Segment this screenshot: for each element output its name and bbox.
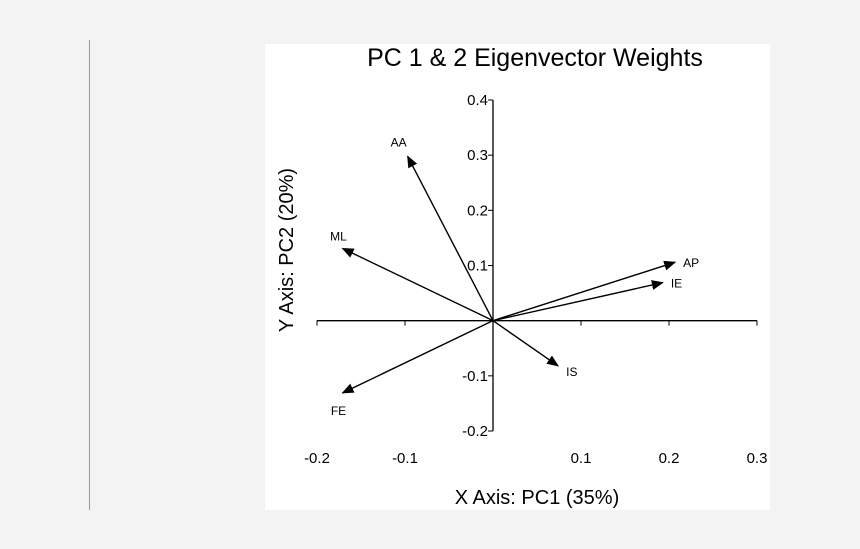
vector-arrow-ml <box>341 247 494 322</box>
y-tick-label: 0.3 <box>467 147 488 164</box>
vector-label-fe: FE <box>331 404 346 418</box>
vector-arrow-ap <box>492 260 677 322</box>
y-tick-label: 0.2 <box>467 202 488 219</box>
vector-label-ie: IE <box>671 277 682 291</box>
y-tick-label: -0.2 <box>462 423 488 440</box>
y-tick-label: 0.4 <box>467 92 488 109</box>
vector-arrow-is <box>492 320 559 367</box>
vector-arrow-aa <box>407 155 494 321</box>
chart-title: PC 1 & 2 Eigenvector Weights <box>367 44 703 72</box>
x-tick-label: 0.2 <box>659 450 680 467</box>
y-tick-label: -0.1 <box>462 368 488 385</box>
y-tick-label: 0.1 <box>467 258 488 275</box>
vector-label-ap: AP <box>683 256 699 270</box>
vector-arrow-ie <box>492 280 664 322</box>
chart-panel: PC 1 & 2 Eigenvector Weights -0.2 -0.1 0.1 0… <box>265 44 770 510</box>
left-divider-line <box>89 40 90 510</box>
x-tick-label: 0.3 <box>747 450 768 467</box>
x-axis-label: X Axis: PC1 (35%) <box>455 487 620 509</box>
vector-arrow-fe <box>341 320 494 394</box>
biplot-chart: PC 1 & 2 Eigenvector Weights -0.2 -0.1 0.1 0… <box>276 44 768 509</box>
vector-label-ml: ML <box>330 229 347 243</box>
x-tick-label: -0.2 <box>304 450 330 467</box>
y-axis-label: Y Axis: PC2 (20%) <box>276 168 298 332</box>
vector-label-aa: AA <box>391 135 407 149</box>
x-tick-label: 0.1 <box>571 450 592 467</box>
vector-label-is: IS <box>566 365 577 379</box>
x-tick-label: -0.1 <box>392 450 418 467</box>
